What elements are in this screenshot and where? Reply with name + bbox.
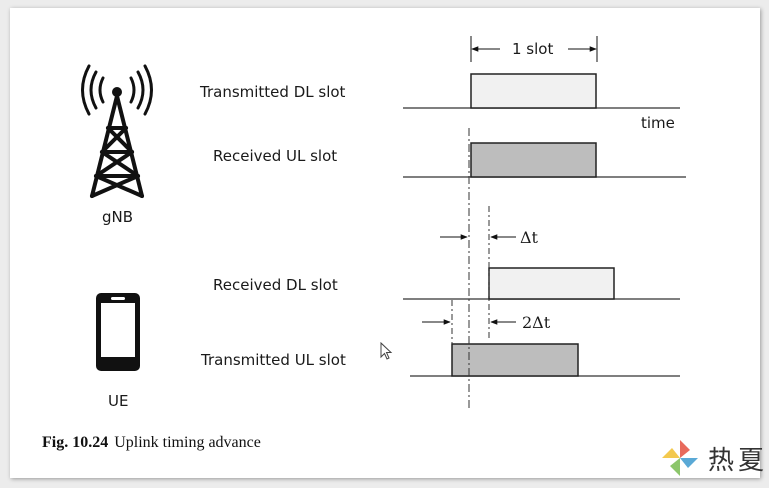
row-label-received-ul: Received UL slot bbox=[213, 147, 338, 165]
gnb-label: gNB bbox=[102, 208, 134, 226]
tower-icon bbox=[81, 64, 153, 198]
time-axis-label: time bbox=[641, 114, 675, 132]
two-delta-t-label: 2Δt bbox=[522, 313, 551, 332]
received-dl-slot-box bbox=[488, 267, 615, 300]
transmitted-dl-slot-box bbox=[470, 73, 597, 109]
received-ul-slot-box bbox=[470, 142, 597, 178]
slot-length-label: 1 slot bbox=[512, 40, 554, 58]
mouse-cursor-icon bbox=[380, 342, 393, 360]
ue-label: UE bbox=[108, 392, 129, 410]
pinwheel-logo-icon bbox=[662, 440, 698, 476]
row-label-received-dl: Received DL slot bbox=[213, 276, 338, 294]
transmitted-ul-slot-box bbox=[451, 343, 579, 377]
delta-t-label: Δt bbox=[520, 228, 538, 247]
figure-number: Fig. 10.24 bbox=[42, 434, 109, 451]
phone-icon bbox=[96, 293, 140, 371]
figure-title: Uplink timing advance bbox=[114, 434, 261, 451]
row-label-transmitted-ul: Transmitted UL slot bbox=[201, 351, 346, 369]
figure-caption: Fig. 10.24 Uplink timing advance bbox=[42, 434, 261, 452]
row-label-transmitted-dl: Transmitted DL slot bbox=[200, 83, 346, 101]
watermark-text: 热夏 bbox=[708, 446, 769, 476]
